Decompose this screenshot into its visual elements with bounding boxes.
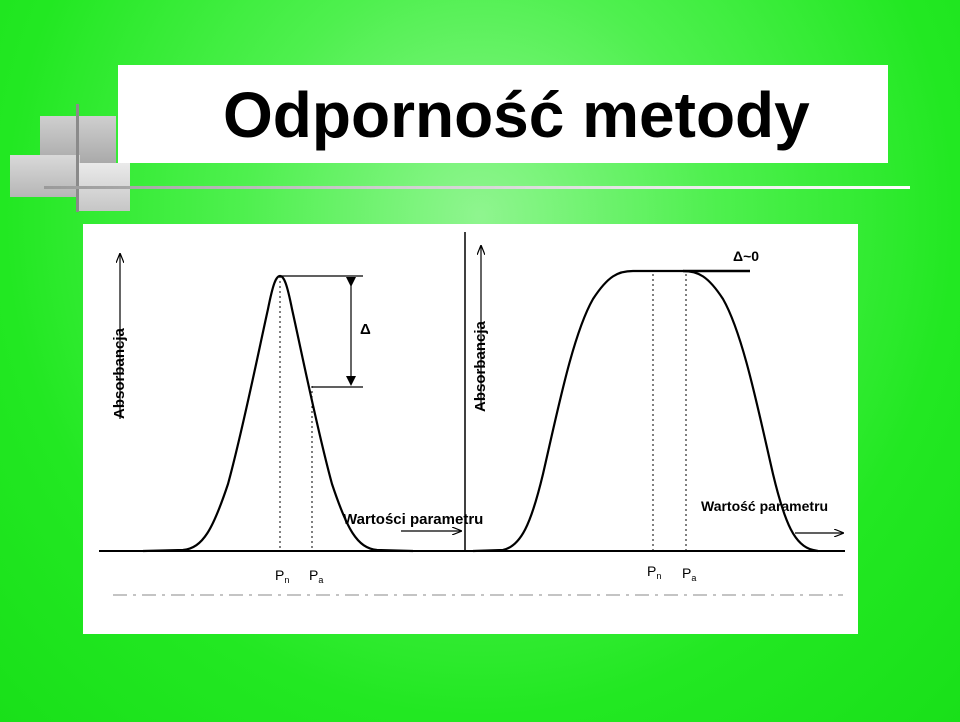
left-xlabel: Wartości parametru — [343, 511, 483, 528]
right-plateau-curve — [472, 269, 819, 553]
right-pn-label: Pn — [647, 563, 661, 581]
figure-panel: Absorbancja Δ Wartości parametru Pn Pa A… — [83, 224, 858, 634]
right-ylabel: Absorbancja — [472, 320, 489, 412]
decor-square-left — [10, 155, 80, 197]
left-pa-label: Pa — [309, 567, 323, 585]
left-delta-label: Δ — [360, 321, 371, 338]
left-ylabel: Absorbancja — [111, 327, 128, 419]
right-xlabel: Wartość parametru — [701, 498, 828, 514]
left-pn-label: Pn — [275, 567, 289, 585]
left-peak-curve — [142, 274, 414, 553]
decor-horizontal-line — [44, 186, 910, 189]
right-delta-label: Δ~0 — [733, 248, 759, 264]
title-box: Odporność metody — [118, 65, 888, 163]
right-pa-label: Pa — [682, 565, 696, 583]
decor-vertical-line — [76, 104, 79, 212]
slide-title: Odporność metody — [223, 79, 810, 151]
robustness-diagram: Absorbancja Δ Wartości parametru Pn Pa A… — [99, 232, 845, 596]
